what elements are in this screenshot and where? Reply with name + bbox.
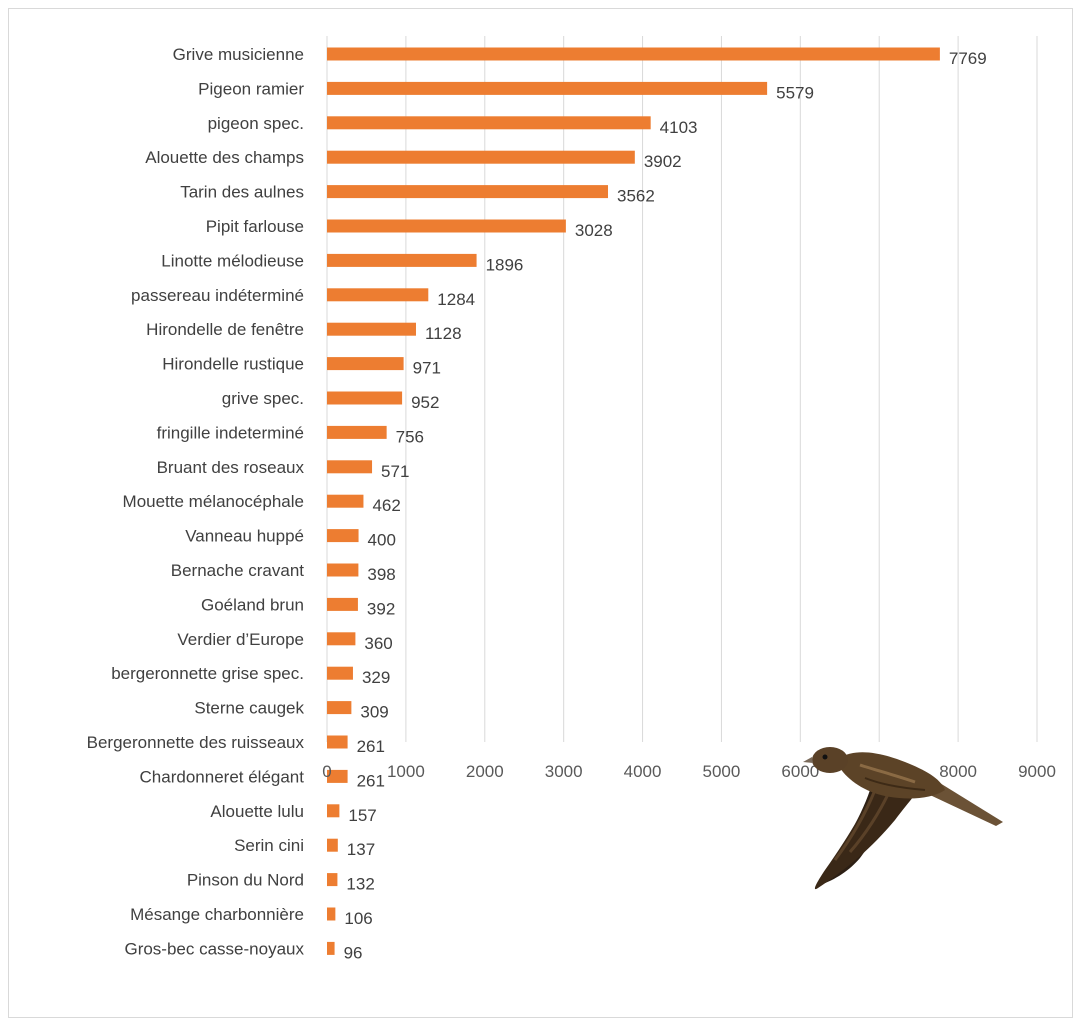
data-label: 952 [411, 393, 439, 412]
data-label: 96 [344, 943, 363, 962]
x-tick-label: 3000 [545, 762, 583, 781]
x-tick-label: 1000 [387, 762, 425, 781]
data-label: 309 [360, 703, 388, 722]
bar [327, 666, 353, 680]
category-label: Pinson du Nord [187, 871, 304, 890]
category-label: Linotte mélodieuse [161, 251, 304, 270]
data-label: 4103 [660, 118, 698, 137]
bird-illustration [803, 747, 1003, 890]
bar [327, 81, 768, 95]
data-label: 7769 [949, 49, 987, 68]
category-label: Bruant des roseaux [157, 458, 305, 477]
bar [327, 597, 358, 611]
data-label: 329 [362, 668, 390, 687]
bar [327, 563, 359, 577]
chart-frame [8, 8, 1073, 1018]
bar [327, 391, 403, 405]
category-label: Alouette des champs [145, 148, 304, 167]
bar [327, 47, 940, 61]
data-label: 3028 [575, 221, 613, 240]
data-label: 756 [396, 427, 424, 446]
category-label: Gros-bec casse-noyaux [124, 939, 304, 958]
category-label: Hirondelle rustique [162, 355, 304, 374]
bar [327, 253, 477, 267]
category-label: passereau indéterminé [131, 286, 304, 305]
gridlines [326, 36, 1038, 742]
data-label: 106 [344, 909, 372, 928]
bar [327, 322, 416, 336]
data-label: 132 [346, 875, 374, 894]
data-label: 1284 [437, 290, 475, 309]
category-label: Sterne caugek [194, 699, 304, 718]
category-label: Bernache cravant [171, 561, 305, 580]
bar [327, 425, 387, 439]
bar [327, 804, 340, 818]
x-tick-label: 4000 [624, 762, 662, 781]
bar [327, 219, 566, 233]
category-label: Goéland brun [201, 595, 304, 614]
bar [327, 494, 364, 508]
data-label: 261 [357, 771, 385, 790]
bar [327, 769, 348, 783]
data-label: 1128 [425, 324, 462, 343]
data-label: 137 [347, 840, 375, 859]
x-tick-label: 5000 [703, 762, 741, 781]
category-label: Vanneau huppé [185, 527, 304, 546]
category-label: Bergeronnette des ruisseaux [87, 733, 305, 752]
bar [327, 873, 338, 887]
bar [327, 907, 336, 921]
data-label: 1896 [486, 255, 524, 274]
category-label: pigeon spec. [208, 114, 304, 133]
bar [327, 116, 651, 130]
x-tick-label: 9000 [1018, 762, 1056, 781]
category-label: Alouette lulu [210, 802, 304, 821]
x-tick-label: 0 [322, 762, 331, 781]
category-label: Verdier d’Europe [177, 630, 304, 649]
x-tick-label: 6000 [781, 762, 819, 781]
bar [327, 735, 348, 749]
data-label: 971 [413, 359, 441, 378]
bar [327, 357, 404, 371]
data-label: 261 [357, 737, 385, 756]
category-label: Tarin des aulnes [180, 183, 304, 202]
data-label: 398 [367, 565, 395, 584]
data-label: 3562 [617, 187, 655, 206]
data-label: 3902 [644, 152, 682, 171]
data-label: 462 [372, 496, 400, 515]
bar [327, 701, 352, 715]
bar [327, 838, 338, 852]
data-label: 157 [348, 806, 376, 825]
category-label: bergeronnette grise spec. [111, 664, 304, 683]
category-label: Pipit farlouse [206, 217, 304, 236]
data-label: 571 [381, 462, 409, 481]
category-label: Mouette mélanocéphale [123, 492, 304, 511]
category-label: Chardonneret élégant [140, 767, 305, 786]
x-tick-label: 8000 [939, 762, 977, 781]
bar [327, 941, 335, 955]
category-label: Serin cini [234, 836, 304, 855]
category-label: Grive musicienne [173, 45, 304, 64]
data-label: 400 [368, 531, 396, 550]
category-labels: Grive musicienne Pigeon ramier pigeon spec… [87, 45, 305, 958]
bars [327, 47, 940, 955]
x-axis-ticks: 0100020003000400050006000700080009000 [322, 762, 1056, 781]
bar [327, 288, 429, 302]
bar [327, 460, 373, 474]
bar [327, 185, 609, 199]
x-tick-label: 2000 [466, 762, 504, 781]
bar [327, 150, 635, 164]
category-label: Hirondelle de fenêtre [146, 320, 304, 339]
category-label: fringille indeterminé [157, 423, 304, 442]
category-label: grive spec. [222, 389, 304, 408]
bar [327, 529, 359, 543]
category-label: Mésange charbonnière [130, 905, 304, 924]
category-label: Pigeon ramier [198, 79, 304, 98]
bar [327, 632, 356, 646]
data-label: 360 [364, 634, 392, 653]
data-label: 5579 [776, 83, 814, 102]
data-label: 392 [367, 599, 395, 618]
